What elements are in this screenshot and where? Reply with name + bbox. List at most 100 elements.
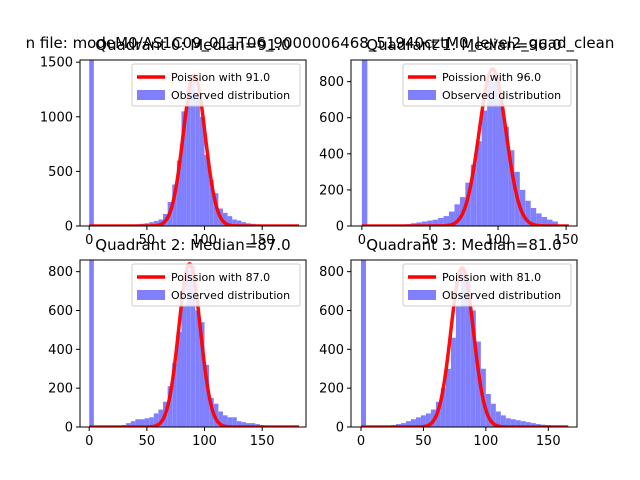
y-tick-label: 600 [319, 111, 344, 126]
y-tick-label: 200 [319, 183, 344, 198]
histogram-bar [204, 364, 210, 427]
x-tick-label: 150 [554, 233, 579, 248]
legend-poisson-label: Poission with 91.0 [171, 71, 270, 84]
histogram-bar [552, 221, 558, 226]
histogram-bar [449, 211, 455, 226]
histogram-bar [167, 386, 173, 427]
histogram-bar [503, 126, 509, 226]
histogram-bar [172, 362, 177, 427]
quadrant-1-panel: 0 50 100 150 0 200 400 600 800 Quadrant 1: Median… [319, 36, 578, 248]
histogram-bar [126, 423, 131, 427]
histogram-bar [222, 212, 228, 226]
y-tick-label: 400 [319, 343, 344, 358]
histogram-bar [186, 89, 191, 226]
legend-box [131, 63, 301, 107]
x-tick-label: 0 [85, 233, 93, 248]
histogram-bar [465, 182, 471, 226]
histogram-bar [515, 420, 521, 427]
histogram-bar [241, 222, 247, 226]
legend-histogram-swatch [137, 90, 165, 100]
histogram-bar [420, 415, 426, 427]
histogram-bar [410, 419, 416, 427]
histogram-bar [204, 155, 210, 226]
x-tick-label: 100 [473, 434, 498, 449]
histogram-bar [421, 221, 428, 226]
histogram-bar [427, 220, 433, 226]
y-tick-label: 200 [319, 382, 344, 397]
quadrant-3-panel: 0 50 100 150 0 200 400 600 800 Quadrant 3: Median… [319, 236, 578, 449]
quadrant-2-panel: 0 50 100 150 0 200 400 600 800 Quadrant 2: Median… [48, 236, 307, 449]
histogram-bar [149, 417, 154, 427]
y-tick-label: 400 [319, 147, 344, 162]
axes-frame [79, 259, 307, 428]
histogram-bar [135, 419, 140, 427]
legend-histogram-swatch [137, 290, 165, 300]
histogram-bar [400, 423, 406, 427]
histogram-bar [490, 403, 496, 427]
axes-frame [350, 59, 578, 227]
histogram-bar [510, 419, 516, 427]
histogram-bar [236, 220, 242, 226]
legend-poisson-label: Poission with 81.0 [442, 271, 541, 284]
histogram-bar [425, 413, 431, 427]
histogram-bar [547, 219, 553, 226]
legend-histogram-swatch [408, 90, 436, 100]
histogram-bar [440, 388, 446, 427]
histogram-bar [199, 116, 205, 226]
histogram-bar [186, 269, 191, 427]
y-tick-label: 1500 [40, 56, 73, 71]
x-tick-label: 50 [139, 233, 156, 248]
histogram-bar [190, 78, 196, 226]
y-tick-label: 800 [319, 75, 344, 90]
histogram-bar [454, 204, 460, 226]
histogram-bar [176, 160, 182, 226]
histogram-bar [536, 213, 542, 226]
histogram-bar [498, 96, 504, 226]
histogram-bar [541, 216, 548, 226]
histogram-bar [475, 341, 481, 427]
histogram-bar [460, 271, 466, 427]
histogram-bar [144, 418, 150, 427]
x-tick-label: 0 [357, 434, 365, 449]
histogram-bar [415, 417, 421, 427]
x-tick-label: 50 [139, 434, 156, 449]
legend-histogram-label: Observed distribution [442, 89, 561, 102]
legend-box [402, 63, 572, 107]
legend: Poission with 81.0 Observed distribution [402, 263, 572, 307]
x-tick-label: 0 [85, 434, 93, 449]
x-tick-label: 150 [250, 233, 275, 248]
histogram-bar [158, 409, 164, 427]
histogram-bar [130, 421, 136, 427]
histogram-bar [500, 415, 506, 427]
legend: Poission with 96.0 Observed distribution [402, 63, 572, 107]
legend-histogram-label: Observed distribution [442, 289, 561, 302]
y-tick-label: 0 [65, 421, 73, 436]
x-tick-label: 50 [415, 434, 432, 449]
x-tick-label: 100 [192, 434, 217, 449]
legend-histogram-label: Observed distribution [171, 89, 290, 102]
histogram-bar [190, 265, 196, 427]
histogram-bar [360, 260, 366, 427]
histogram-bar [139, 419, 145, 427]
quadrant-2-title: Quadrant 2: Median=87.0 [95, 236, 290, 254]
histogram-bar [530, 207, 537, 226]
histogram-bar [218, 411, 223, 427]
histogram-bar [232, 417, 237, 427]
histogram-bar [476, 141, 482, 226]
histogram-bar [525, 200, 531, 226]
histogram-bar [470, 310, 476, 427]
y-tick-label: 500 [48, 165, 73, 180]
x-tick-label: 150 [250, 434, 275, 449]
legend-histogram-label: Observed distribution [171, 289, 290, 302]
histogram-bar [195, 94, 200, 226]
x-tick-label: 100 [486, 233, 511, 248]
histogram-bar [181, 306, 187, 427]
histogram-bar [465, 279, 471, 427]
legend-histogram-swatch [408, 290, 436, 300]
quadrant-1-title: Quadrant 1: Median=96.0 [366, 36, 561, 54]
legend: Poission with 87.0 Observed distribution [131, 263, 301, 307]
y-tick-label: 0 [65, 220, 73, 235]
y-tick-label: 400 [48, 343, 73, 358]
histogram-bar [361, 60, 368, 226]
